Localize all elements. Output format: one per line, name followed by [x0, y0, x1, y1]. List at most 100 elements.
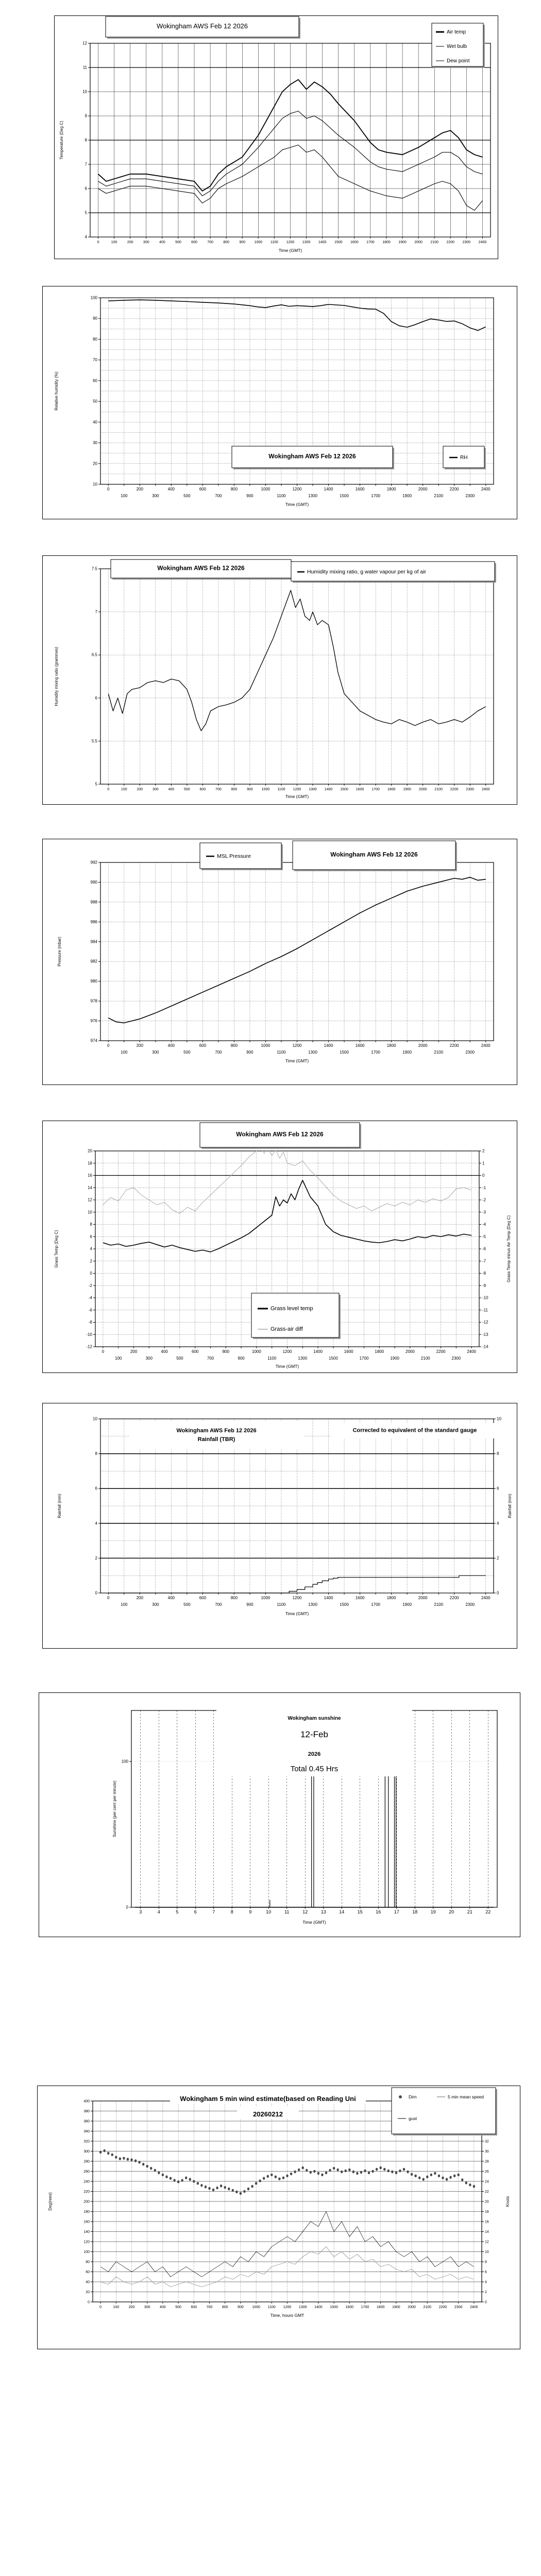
svg-text:20: 20: [449, 1909, 454, 1914]
svg-text:Dew point: Dew point: [447, 58, 470, 64]
svg-text:MSL Pressure: MSL Pressure: [217, 853, 251, 859]
svg-text:0: 0: [107, 788, 109, 791]
svg-text:7.5: 7.5: [92, 567, 98, 571]
svg-text:2300: 2300: [463, 241, 471, 244]
svg-text:6: 6: [85, 187, 88, 191]
svg-text:900: 900: [246, 494, 253, 498]
svg-text:1000: 1000: [255, 241, 263, 244]
svg-text:1400: 1400: [318, 241, 327, 244]
svg-text:500: 500: [176, 1356, 183, 1361]
svg-text:800: 800: [231, 487, 238, 492]
svg-text:1300: 1300: [298, 1356, 307, 1361]
svg-text:220: 220: [83, 2190, 90, 2194]
svg-text:1700: 1700: [366, 241, 375, 244]
svg-text:400: 400: [160, 2306, 166, 2309]
svg-text:80: 80: [93, 337, 97, 342]
svg-text:1600: 1600: [346, 2306, 354, 2309]
svg-text:1100: 1100: [268, 2306, 276, 2309]
svg-text:0: 0: [102, 1349, 105, 1354]
svg-text:0: 0: [107, 487, 110, 492]
svg-text:14: 14: [485, 2230, 489, 2234]
svg-text:-8: -8: [89, 1320, 93, 1325]
svg-text:500: 500: [175, 2306, 181, 2309]
svg-text:-11: -11: [482, 1308, 488, 1312]
svg-text:-13: -13: [482, 1332, 488, 1337]
svg-text:1100: 1100: [277, 494, 286, 498]
svg-text:Total 0.45 Hrs: Total 0.45 Hrs: [291, 1765, 339, 1773]
svg-text:1900: 1900: [392, 2306, 400, 2309]
svg-text:500: 500: [183, 1602, 191, 1607]
svg-text:18: 18: [88, 1161, 92, 1165]
svg-text:2300: 2300: [451, 1356, 461, 1361]
svg-text:Wet bulb: Wet bulb: [447, 44, 467, 49]
svg-text:2400: 2400: [481, 1043, 491, 1048]
svg-text:28: 28: [485, 2160, 489, 2164]
svg-text:7: 7: [95, 609, 98, 614]
svg-text:40: 40: [86, 2281, 90, 2284]
svg-text:1500: 1500: [329, 1356, 338, 1361]
svg-text:1100: 1100: [270, 241, 278, 244]
svg-text:2200: 2200: [450, 487, 459, 492]
svg-text:14: 14: [339, 1909, 344, 1914]
svg-text:Pressure (mbar): Pressure (mbar): [57, 937, 62, 967]
svg-text:10: 10: [82, 90, 87, 94]
svg-text:2: 2: [90, 1259, 93, 1263]
svg-text:700: 700: [215, 1602, 222, 1607]
svg-text:-7: -7: [482, 1259, 486, 1263]
svg-text:10: 10: [266, 1909, 271, 1914]
svg-text:Humidity mixing ratio (grammes: Humidity mixing ratio (grammes): [54, 647, 59, 706]
svg-text:2: 2: [482, 1149, 485, 1154]
svg-text:1000: 1000: [261, 487, 270, 492]
svg-text:2400: 2400: [482, 788, 490, 791]
svg-text:24: 24: [485, 2180, 489, 2184]
svg-text:900: 900: [238, 1356, 245, 1361]
svg-text:8: 8: [497, 1451, 499, 1456]
svg-text:2400: 2400: [481, 487, 491, 492]
svg-text:Time (GMT): Time (GMT): [285, 794, 309, 799]
svg-text:400: 400: [168, 788, 174, 791]
svg-text:4: 4: [90, 1247, 93, 1251]
svg-text:100: 100: [113, 2306, 119, 2309]
svg-text:-9: -9: [482, 1283, 486, 1288]
svg-text:700: 700: [207, 241, 213, 244]
svg-text:22: 22: [485, 1909, 491, 1914]
svg-text:1200: 1200: [283, 1349, 292, 1354]
svg-text:-6: -6: [89, 1308, 93, 1312]
svg-text:1100: 1100: [277, 1602, 286, 1607]
svg-text:200: 200: [137, 487, 144, 492]
svg-text:10: 10: [485, 2250, 489, 2254]
svg-text:988: 988: [91, 900, 98, 904]
svg-text:Rainfall (mm): Rainfall (mm): [57, 1494, 62, 1518]
svg-text:Wokingham AWS Feb 12 2026: Wokingham AWS Feb 12 2026: [268, 453, 356, 460]
svg-text:40: 40: [93, 420, 97, 425]
svg-text:1100: 1100: [267, 1356, 277, 1361]
svg-text:RH: RH: [460, 455, 467, 461]
svg-text:200: 200: [137, 1043, 144, 1048]
svg-text:5.5: 5.5: [92, 739, 98, 743]
svg-text:8: 8: [485, 2261, 487, 2264]
svg-text:500: 500: [175, 241, 181, 244]
svg-text:0: 0: [88, 2301, 90, 2304]
svg-text:100: 100: [121, 1050, 128, 1055]
svg-text:2100: 2100: [434, 788, 443, 791]
svg-text:0: 0: [497, 1591, 499, 1596]
svg-text:-6: -6: [482, 1247, 486, 1251]
svg-text:1000: 1000: [252, 2306, 260, 2309]
svg-text:2100: 2100: [424, 2306, 432, 2309]
svg-text:260: 260: [83, 2170, 90, 2174]
svg-text:0: 0: [126, 1905, 129, 1910]
svg-text:700: 700: [207, 1356, 214, 1361]
svg-text:2: 2: [497, 1556, 499, 1561]
svg-text:Humidity mixing ratio, g water: Humidity mixing ratio, g water vapour pe…: [307, 569, 427, 575]
svg-text:0: 0: [482, 1173, 485, 1178]
svg-text:-12: -12: [482, 1320, 488, 1325]
svg-text:2300: 2300: [466, 788, 474, 791]
svg-text:300: 300: [152, 1602, 159, 1607]
svg-text:1000: 1000: [261, 1596, 270, 1600]
svg-text:6: 6: [485, 2270, 487, 2274]
svg-text:-12: -12: [86, 1345, 92, 1349]
svg-text:11: 11: [284, 1909, 289, 1914]
svg-text:900: 900: [238, 2306, 244, 2309]
svg-text:Dirn: Dirn: [409, 2094, 417, 2099]
